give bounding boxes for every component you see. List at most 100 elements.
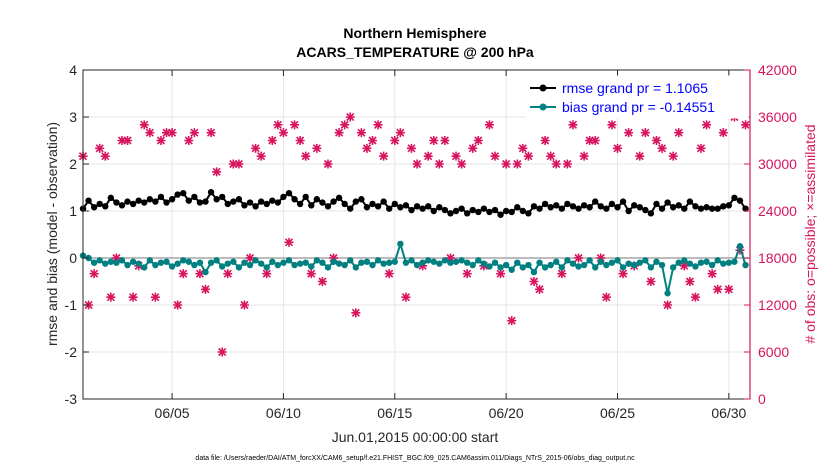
bias-point-55: [386, 259, 393, 266]
bias-point-64: [436, 260, 443, 267]
obs-marker-81: [529, 277, 539, 286]
bias-point-4: [102, 260, 109, 267]
rmse-point-2: [90, 204, 98, 211]
obs-marker-58: [401, 292, 411, 302]
left-y-tick-label-4: 1: [69, 203, 77, 219]
bias-point-88: [569, 260, 577, 267]
bias-point-117: [731, 258, 738, 265]
rmse-point-30: [246, 199, 254, 206]
obs-marker-49: [351, 308, 361, 318]
rmse-point-27: [230, 198, 237, 205]
obs-count-series: [78, 112, 751, 357]
obs-marker-16: [167, 128, 177, 138]
rmse-point-80: [525, 210, 532, 217]
obs-marker-74: [490, 151, 500, 161]
x-tick-label-5: 06/30: [711, 405, 746, 421]
obs-marker-80: [523, 151, 533, 161]
obs-marker-4: [100, 151, 110, 161]
bias-point-28: [235, 264, 243, 271]
obs-marker-116: [724, 284, 734, 294]
obs-marker-42: [312, 143, 322, 153]
bias-point-71: [475, 257, 482, 264]
rmse-point-117: [731, 194, 738, 202]
obs-marker-17: [173, 300, 183, 310]
bias-point-36: [280, 259, 287, 266]
rmse-point-10: [135, 197, 142, 204]
obs-marker-15: [162, 128, 172, 138]
left-y-axis-label: rmse and bias (model - observation): [44, 122, 60, 346]
obs-marker-33: [262, 269, 272, 279]
bias-point-119: [742, 261, 749, 269]
rmse-point-100: [636, 204, 643, 211]
obs-marker-22: [200, 284, 210, 294]
bias-point-53: [374, 257, 382, 264]
bias-point-80: [525, 261, 532, 269]
rmse-point-11: [141, 199, 148, 206]
rmse-point-40: [302, 193, 309, 201]
rmse-point-16: [168, 196, 176, 203]
obs-marker-50: [356, 128, 366, 138]
rmse-point-22: [202, 198, 209, 205]
rmse-point-92: [592, 198, 599, 205]
bias-point-58: [402, 259, 410, 266]
bias-point-66: [447, 259, 454, 266]
bias-point-49: [352, 264, 360, 271]
rmse-point-44: [324, 203, 332, 210]
obs-marker-104: [657, 143, 667, 153]
legend-bias-label: bias grand pr = -0.14551: [562, 99, 715, 115]
bias-point-5: [107, 258, 115, 265]
left-y-tick-label-3: 0: [69, 250, 77, 266]
bias-point-22: [202, 268, 209, 276]
bias-point-67: [452, 258, 460, 265]
rmse-point-72: [480, 205, 488, 212]
bias-point-111: [697, 259, 705, 266]
bias-point-6: [113, 259, 120, 266]
obs-marker-95: [607, 120, 617, 130]
rmse-point-52: [369, 200, 376, 208]
obs-marker-86: [557, 269, 567, 279]
obs-marker-118: [735, 245, 745, 255]
rmse-point-106: [669, 204, 677, 211]
rmse-series: [79, 189, 749, 218]
obs-marker-23: [206, 128, 216, 138]
obs-marker-113: [707, 269, 717, 279]
rmse-point-85: [553, 202, 560, 209]
bias-point-15: [163, 258, 170, 265]
obs-marker-13: [150, 292, 160, 302]
rmse-point-98: [625, 207, 632, 215]
rmse-point-5: [107, 194, 115, 202]
bias-point-56: [391, 258, 398, 265]
left-y-tick-label-7: 4: [69, 62, 77, 78]
obs-marker-83: [540, 136, 550, 145]
legend-bias-marker: [539, 103, 547, 111]
obs-marker-111: [696, 143, 706, 153]
bias-point-27: [230, 258, 237, 265]
rmse-point-4: [102, 203, 109, 210]
bias-point-45: [330, 258, 337, 265]
rmse-point-1: [85, 197, 92, 204]
obs-marker-87: [562, 159, 572, 169]
right-y-tick-label-4: 24000: [758, 203, 797, 219]
obs-marker-93: [596, 253, 606, 263]
bias-point-17: [174, 260, 181, 267]
rmse-point-32: [257, 198, 265, 205]
obs-marker-98: [624, 128, 634, 138]
obs-marker-20: [189, 128, 199, 138]
bias-point-62: [424, 257, 432, 264]
rmse-point-42: [313, 196, 321, 203]
rmse-point-69: [463, 210, 471, 217]
bias-point-95: [608, 259, 616, 266]
left-y-axis: -3 -2 -1 0 1 2 3 4: [65, 62, 89, 407]
rmse-point-113: [708, 205, 716, 212]
rmse-point-64: [436, 204, 443, 211]
bias-point-11: [141, 264, 148, 271]
rmse-point-6: [113, 199, 120, 206]
bias-point-59: [408, 257, 415, 264]
rmse-point-25: [218, 193, 226, 201]
obs-marker-112: [702, 120, 712, 130]
obs-marker-105: [663, 300, 673, 310]
obs-marker-88: [568, 120, 578, 130]
rmse-point-45: [330, 198, 337, 205]
rmse-point-29: [241, 202, 248, 209]
rmse-point-38: [291, 196, 298, 203]
